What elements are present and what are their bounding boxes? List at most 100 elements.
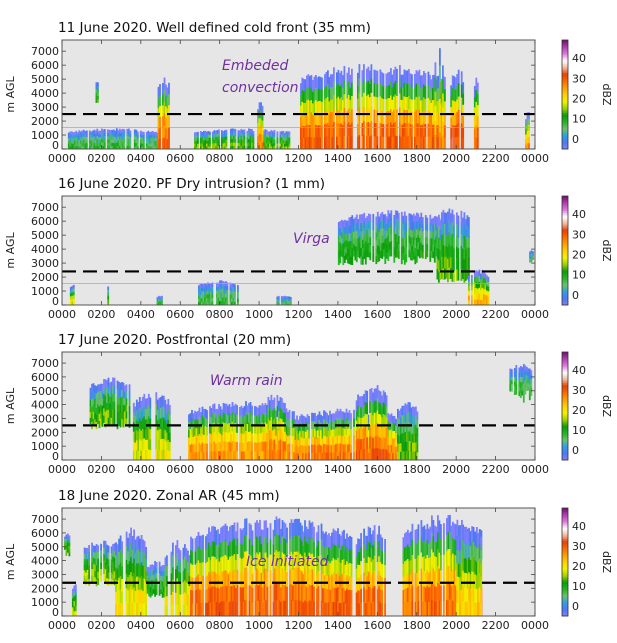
echo-cell (104, 411, 107, 420)
echo-cell (337, 229, 340, 237)
echo-cell (466, 215, 469, 227)
echo-cell (129, 130, 132, 134)
echo-cell (456, 246, 458, 259)
echo-cell (286, 601, 288, 617)
echo-cell (342, 87, 344, 101)
echo-cell (363, 92, 365, 107)
echo-cell (261, 134, 264, 143)
x-tick-label: 1800 (403, 152, 431, 165)
echo-cell (387, 123, 389, 137)
colorbar-segment (562, 98, 568, 101)
echo-cell (79, 140, 82, 144)
echo-cell (209, 140, 211, 144)
echo-cell (111, 142, 114, 147)
echo-cell (351, 231, 354, 241)
echo-cell (97, 578, 99, 585)
echo-cell (155, 589, 158, 596)
echo-cell (97, 410, 99, 418)
echo-cell (156, 298, 159, 300)
echo-cell (363, 64, 365, 79)
echo-cell (304, 102, 307, 115)
echo-region-9 (529, 250, 534, 263)
colorbar-tick-label: 40 (572, 52, 586, 65)
echo-cell (372, 229, 375, 239)
colorbar-segment (562, 255, 568, 259)
echo-cell (530, 254, 533, 257)
echo-cell (207, 146, 210, 150)
echo-cell (121, 603, 123, 617)
echo-cell (331, 111, 334, 125)
echo-cell (447, 258, 449, 271)
colorbar-segment (562, 235, 568, 239)
echo-cell (409, 123, 412, 137)
echo-cell (301, 125, 304, 138)
echo-cell (287, 146, 289, 150)
colorbar-segment (562, 263, 568, 266)
echo-cell (300, 127, 302, 139)
echo-cell (342, 112, 344, 125)
echo-cell (218, 142, 220, 147)
echo-cell (324, 74, 326, 88)
echo-cell (361, 83, 364, 97)
echo-cell (112, 401, 114, 410)
echo-cell (342, 250, 345, 258)
echo-cell (360, 222, 363, 232)
echo-cell (429, 111, 431, 125)
echo-cell (269, 523, 272, 540)
echo-cell (110, 381, 113, 390)
echo-cell (103, 415, 105, 423)
colorbar-segment (562, 205, 568, 208)
echo-cell (223, 301, 226, 306)
x-tick-label: 1200 (285, 152, 313, 165)
echo-cell (303, 114, 305, 127)
echo-cell (71, 301, 74, 306)
echo-cell (432, 231, 435, 239)
x-tick-label: 0000 (521, 308, 549, 321)
echo-cell (457, 215, 460, 227)
echo-cell (313, 137, 316, 150)
echo-cell (166, 138, 169, 150)
echo-cell (306, 75, 308, 89)
echo-cell (454, 137, 457, 150)
annotation-text: convection (222, 80, 299, 96)
echo-cell (279, 146, 282, 150)
echo-cell (444, 137, 446, 150)
echo-cell (110, 403, 113, 411)
echo-cell (373, 82, 376, 97)
echo-cell (232, 301, 235, 306)
echo-cell (90, 140, 93, 144)
echo-cell (397, 250, 400, 259)
echo-cell (481, 269, 484, 277)
echo-cell (462, 137, 465, 150)
echo-cell (349, 87, 352, 100)
echo-cell (462, 93, 465, 105)
echo-cell (346, 72, 349, 86)
colorbar-segment (562, 226, 568, 230)
echo-cell (427, 136, 430, 150)
echo-cell (348, 217, 351, 226)
echo-cell (72, 140, 75, 144)
echo-cell (210, 287, 212, 292)
echo-cell (207, 134, 210, 138)
echo-cell (139, 133, 142, 138)
echo-cell (415, 237, 418, 247)
echo-cell (411, 215, 414, 224)
echo-cell (102, 135, 105, 140)
echo-cell (463, 212, 466, 225)
echo-cell (436, 216, 439, 228)
echo-cell (85, 145, 88, 150)
x-tick-label: 0600 (166, 152, 194, 165)
echo-cell (88, 558, 90, 566)
x-tick-label: 1600 (363, 308, 391, 321)
echo-cell (267, 134, 270, 138)
colorbar-segment (562, 234, 568, 237)
echo-cell (418, 82, 421, 97)
y-axis-label: m AGL (4, 232, 17, 269)
echo-cell (351, 108, 353, 123)
echo-cell (107, 552, 110, 560)
echo-cell (285, 302, 288, 304)
echo-cell (340, 96, 343, 111)
echo-cell (427, 71, 430, 85)
echo-cell (258, 133, 261, 142)
echo-cell (403, 229, 406, 239)
